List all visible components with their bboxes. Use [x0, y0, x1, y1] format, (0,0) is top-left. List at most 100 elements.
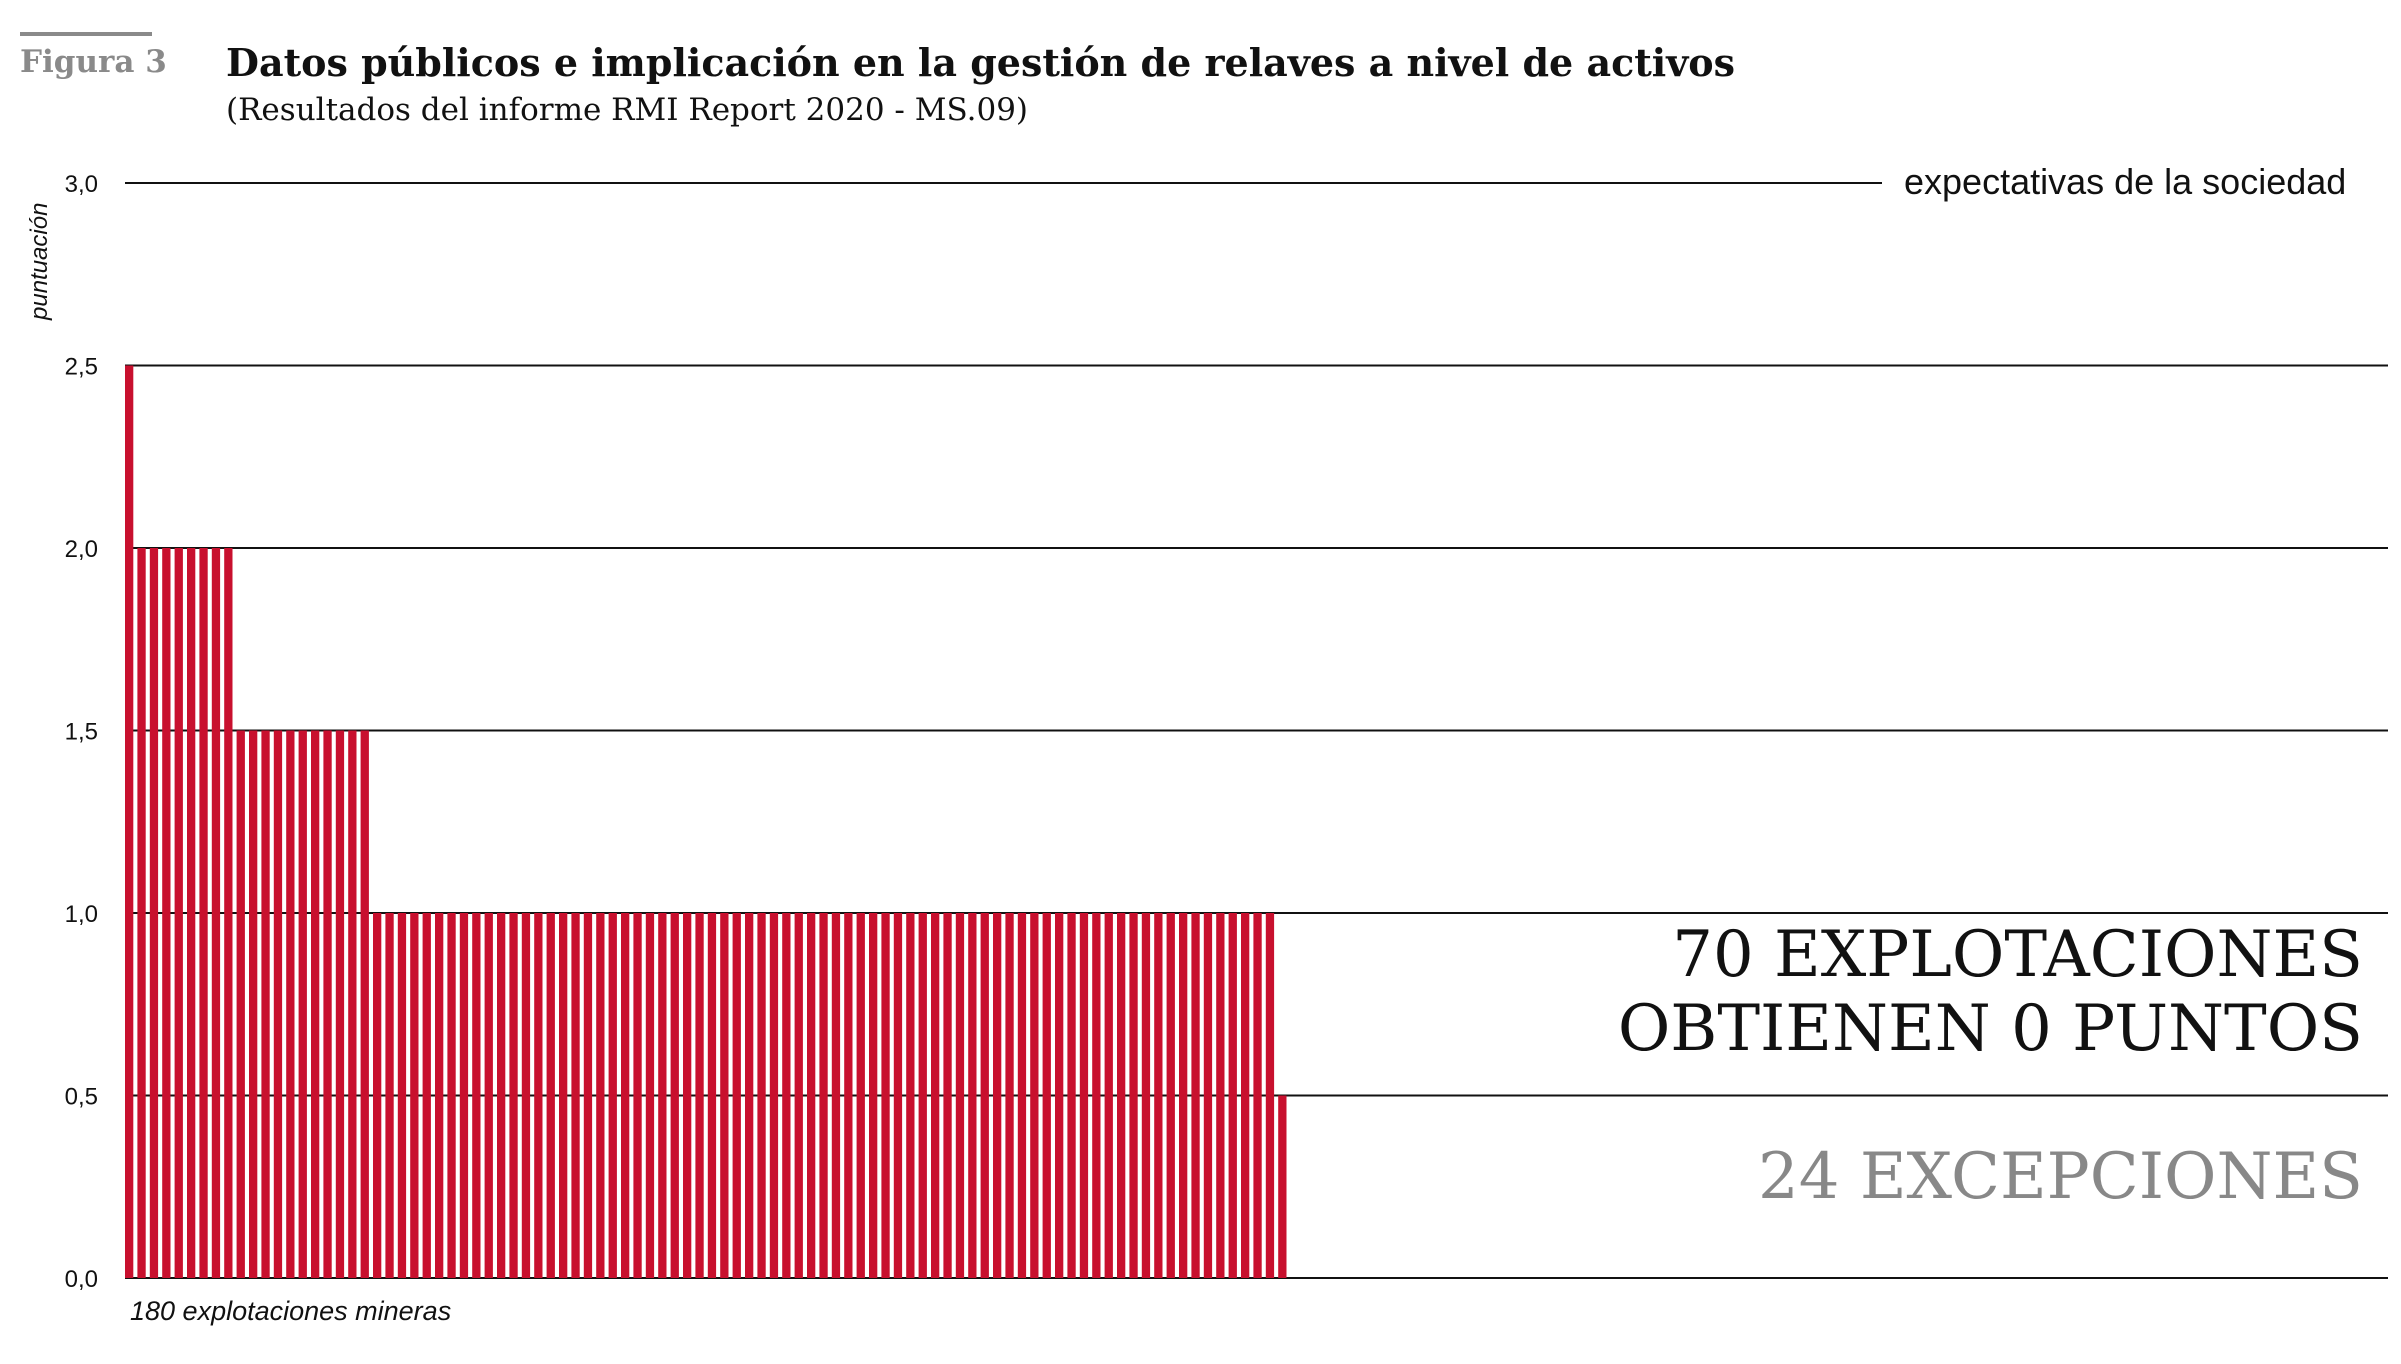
bar — [943, 913, 952, 1278]
bar — [608, 913, 617, 1278]
bars — [125, 365, 1287, 1278]
bar — [757, 913, 766, 1278]
bar — [807, 913, 816, 1278]
y-tick-labels: 0,0 0,5 1,0 1,5 2,0 2,5 3,0 — [65, 171, 98, 1293]
y-tick-label: 2,0 — [65, 536, 98, 563]
bar — [1241, 913, 1250, 1278]
bar — [993, 913, 1002, 1278]
bar — [1228, 913, 1237, 1278]
bar — [1067, 913, 1076, 1278]
bar — [162, 548, 171, 1278]
bar — [397, 913, 407, 1278]
figure-label: Figura 3 — [20, 44, 167, 80]
chart-title: Datos públicos e implicación en la gesti… — [226, 40, 1736, 85]
bar — [559, 913, 568, 1278]
bar — [1191, 913, 1200, 1278]
bar — [311, 730, 320, 1278]
bar — [633, 913, 642, 1278]
bar — [1278, 1095, 1287, 1278]
bar — [980, 913, 989, 1278]
bar — [1079, 913, 1089, 1278]
zero-points-line-2: OBTIENEN 0 PUNTOS — [1617, 992, 2363, 1066]
bar — [707, 913, 717, 1278]
bar — [1253, 913, 1262, 1278]
bar — [571, 913, 580, 1278]
y-tick-label: 2,5 — [65, 354, 98, 381]
bar — [509, 913, 518, 1278]
bar — [187, 548, 196, 1278]
bar — [745, 913, 754, 1278]
bar — [955, 913, 965, 1278]
y-axis-title: puntuación — [26, 203, 53, 321]
bar — [658, 913, 667, 1278]
bar — [720, 913, 729, 1278]
bar — [211, 548, 221, 1278]
bar — [1166, 913, 1175, 1278]
bar — [174, 548, 183, 1278]
bar — [484, 913, 493, 1278]
bar — [1265, 913, 1275, 1278]
bar — [782, 913, 791, 1278]
bar — [360, 730, 369, 1278]
bar — [546, 913, 555, 1278]
bar — [645, 913, 655, 1278]
y-tick-label: 0,0 — [65, 1266, 98, 1293]
bar — [422, 913, 431, 1278]
bar — [695, 913, 704, 1278]
bar — [348, 730, 357, 1278]
bar — [906, 913, 915, 1278]
bar — [794, 913, 803, 1278]
bar — [472, 913, 481, 1278]
bar — [583, 913, 593, 1278]
zero-points-line-1: 70 EXPLOTACIONES — [1672, 918, 2363, 992]
bar — [298, 730, 307, 1278]
bar — [881, 913, 890, 1278]
bar — [931, 913, 940, 1278]
figure-label-rule — [20, 32, 152, 36]
bar — [1005, 913, 1014, 1278]
bar — [732, 913, 741, 1278]
bar — [918, 913, 927, 1278]
bar — [596, 913, 605, 1278]
y-tick-label: 0,5 — [65, 1084, 98, 1111]
bar — [1030, 913, 1039, 1278]
bar — [534, 913, 543, 1278]
bar — [249, 730, 258, 1278]
bar — [385, 913, 394, 1278]
bar — [893, 913, 903, 1278]
bar — [149, 548, 159, 1278]
bar — [261, 730, 270, 1278]
bar — [199, 548, 208, 1278]
bar — [844, 913, 853, 1278]
bar — [335, 730, 345, 1278]
bar — [137, 548, 146, 1278]
bar — [459, 913, 469, 1278]
y-tick-label: 3,0 — [65, 171, 98, 198]
y-tick-label: 1,0 — [65, 901, 98, 928]
bar — [819, 913, 828, 1278]
bar — [1179, 913, 1188, 1278]
bar — [373, 913, 382, 1278]
bar — [1104, 913, 1113, 1278]
x-axis-label: 180 explotaciones mineras — [130, 1296, 451, 1326]
bar — [1055, 913, 1064, 1278]
zero-points-annotation: 70 EXPLOTACIONES OBTIENEN 0 PUNTOS — [1618, 918, 2363, 1066]
bar — [968, 913, 977, 1278]
bar — [521, 913, 531, 1278]
bar — [869, 913, 878, 1278]
bar — [769, 913, 779, 1278]
bar — [1017, 913, 1027, 1278]
y-tick-label: 1,5 — [65, 719, 98, 746]
bar — [497, 913, 506, 1278]
bar — [224, 548, 233, 1278]
bar — [621, 913, 630, 1278]
bar — [236, 730, 245, 1278]
bar — [323, 730, 332, 1278]
bar — [125, 365, 134, 1278]
bar — [1117, 913, 1126, 1278]
bar — [1141, 913, 1151, 1278]
bar — [856, 913, 865, 1278]
bar — [683, 913, 692, 1278]
bar — [273, 730, 283, 1278]
